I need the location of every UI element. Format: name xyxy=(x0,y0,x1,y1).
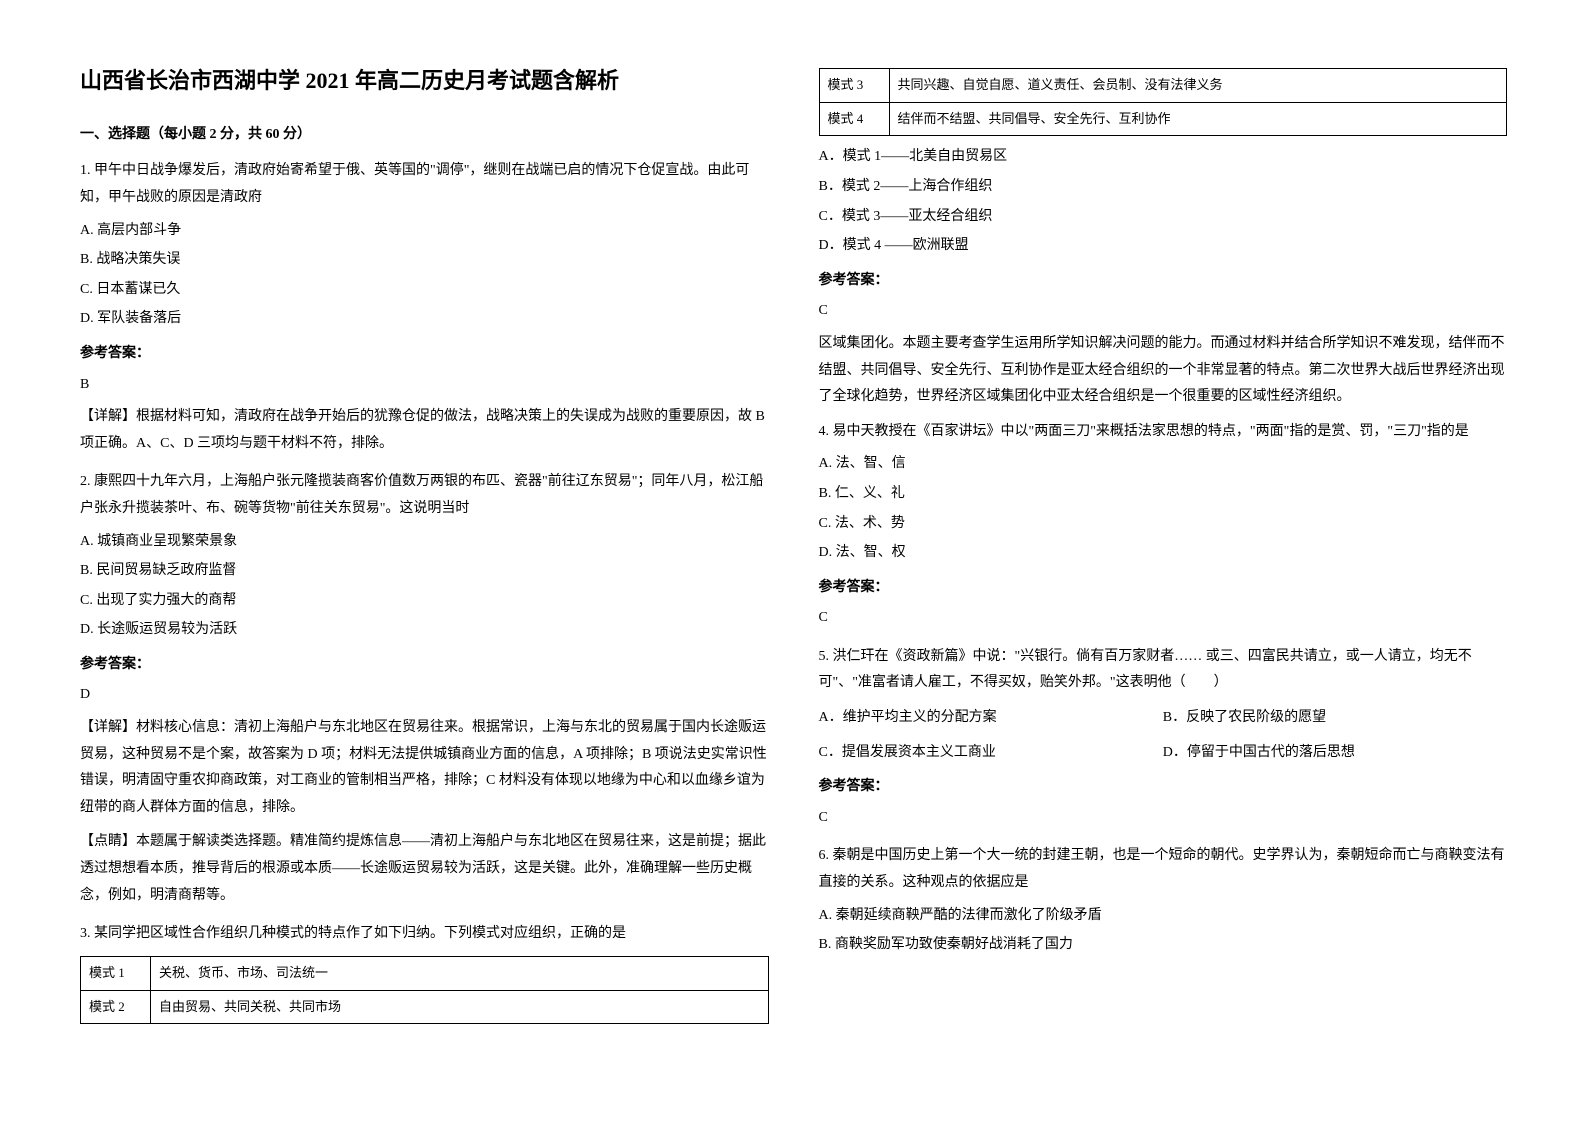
q2-option-c: C. 出现了实力强大的商帮 xyxy=(80,588,769,615)
document-title: 山西省长治市西湖中学 2021 年高二历史月考试题含解析 xyxy=(80,60,769,102)
right-column: 模式 3 共同兴趣、自觉自愿、道义责任、会员制、没有法律义务 模式 4 结伴而不… xyxy=(819,60,1508,1036)
q1-explanation: 【详解】根据材料可知，清政府在战争开始后的犹豫仓促的做法，战略决策上的失误成为战… xyxy=(80,404,769,457)
q5-option-a: A．维护平均主义的分配方案 xyxy=(819,705,1163,732)
q1-option-b: B. 战略决策失误 xyxy=(80,247,769,274)
q3-explanation: 区域集团化。本题主要考查学生运用所学知识解决问题的能力。而通过材料并结合所学知识… xyxy=(819,331,1508,411)
q2-explanation-1: 【详解】材料核心信息：清初上海船户与东北地区在贸易往来。根据常识，上海与东北的贸… xyxy=(80,715,769,821)
q4-option-c: C. 法、术、势 xyxy=(819,511,1508,538)
q4-answer: C xyxy=(819,605,1508,632)
q5-answer-label: 参考答案： xyxy=(819,774,1508,801)
q5-options-row-1: A．维护平均主义的分配方案 B．反映了农民阶级的愿望 xyxy=(819,705,1508,732)
page-container: 山西省长治市西湖中学 2021 年高二历史月考试题含解析 一、选择题（每小题 2… xyxy=(80,60,1507,1036)
q3-answer: C xyxy=(819,298,1508,325)
q2-option-b: B. 民间贸易缺乏政府监督 xyxy=(80,558,769,585)
q5-text: 5. 洪仁玕在《资政新篇》中说："兴银行。倘有百万家财者…… 或三、四富民共请立… xyxy=(819,644,1508,697)
table-cell: 关税、货币、市场、司法统一 xyxy=(151,956,769,990)
q3-text: 3. 某同学把区域性合作组织几种模式的特点作了如下归纳。下列模式对应组织，正确的… xyxy=(80,921,769,948)
table-cell: 模式 1 xyxy=(81,956,151,990)
q1-text: 1. 甲午中日战争爆发后，清政府始寄希望于俄、英等国的"调停"，继则在战端已启的… xyxy=(80,158,769,211)
question-1: 1. 甲午中日战争爆发后，清政府始寄希望于俄、英等国的"调停"，继则在战端已启的… xyxy=(80,158,769,457)
q5-answer: C xyxy=(819,805,1508,832)
table-row: 模式 4 结伴而不结盟、共同倡导、安全先行、互利协作 xyxy=(819,102,1507,136)
question-5: 5. 洪仁玕在《资政新篇》中说："兴银行。倘有百万家财者…… 或三、四富民共请立… xyxy=(819,644,1508,832)
q2-text: 2. 康熙四十九年六月，上海船户张元隆揽装商客价值数万两银的布匹、瓷器"前往辽东… xyxy=(80,469,769,522)
q4-option-d: D. 法、智、权 xyxy=(819,540,1508,567)
table-row: 模式 2 自由贸易、共同关税、共同市场 xyxy=(81,990,769,1024)
q1-option-a: A. 高层内部斗争 xyxy=(80,218,769,245)
q5-options-row-2: C．提倡发展资本主义工商业 D．停留于中国古代的落后思想 xyxy=(819,740,1508,767)
q3-table: 模式 1 关税、货币、市场、司法统一 模式 2 自由贸易、共同关税、共同市场 xyxy=(80,956,769,1024)
q3-option-d: D．模式 4 ——欧洲联盟 xyxy=(819,233,1508,260)
q5-option-b: B．反映了农民阶级的愿望 xyxy=(1163,705,1507,732)
section-1-header: 一、选择题（每小题 2 分，共 60 分） xyxy=(80,122,769,149)
q2-option-a: A. 城镇商业呈现繁荣景象 xyxy=(80,529,769,556)
q2-explanation-2: 【点睛】本题属于解读类选择题。精准简约提炼信息——清初上海船户与东北地区在贸易往… xyxy=(80,829,769,909)
left-column: 山西省长治市西湖中学 2021 年高二历史月考试题含解析 一、选择题（每小题 2… xyxy=(80,60,769,1036)
q4-option-b: B. 仁、义、礼 xyxy=(819,481,1508,508)
q4-option-a: A. 法、智、信 xyxy=(819,451,1508,478)
q5-option-c: C．提倡发展资本主义工商业 xyxy=(819,740,1163,767)
q1-option-c: C. 日本蓄谋已久 xyxy=(80,277,769,304)
q2-option-d: D. 长途贩运贸易较为活跃 xyxy=(80,617,769,644)
q3-option-c: C．模式 3——亚太经合组织 xyxy=(819,204,1508,231)
q4-text: 4. 易中天教授在《百家讲坛》中以"两面三刀"来概括法家思想的特点，"两面"指的… xyxy=(819,419,1508,446)
table-cell: 模式 4 xyxy=(819,102,889,136)
q6-text: 6. 秦朝是中国历史上第一个大一统的封建王朝，也是一个短命的朝代。史学界认为，秦… xyxy=(819,843,1508,896)
q1-answer: B xyxy=(80,372,769,399)
q3-table-continued: 模式 3 共同兴趣、自觉自愿、道义责任、会员制、没有法律义务 模式 4 结伴而不… xyxy=(819,68,1508,136)
q4-answer-label: 参考答案： xyxy=(819,575,1508,602)
q6-option-a: A. 秦朝延续商鞅严酷的法律而激化了阶级矛盾 xyxy=(819,903,1508,930)
q2-answer: D xyxy=(80,682,769,709)
q2-answer-label: 参考答案： xyxy=(80,652,769,679)
q3-option-a: A．模式 1——北美自由贸易区 xyxy=(819,144,1508,171)
table-cell: 自由贸易、共同关税、共同市场 xyxy=(151,990,769,1024)
table-cell: 共同兴趣、自觉自愿、道义责任、会员制、没有法律义务 xyxy=(889,69,1507,103)
table-cell: 结伴而不结盟、共同倡导、安全先行、互利协作 xyxy=(889,102,1507,136)
q1-answer-label: 参考答案： xyxy=(80,341,769,368)
question-3: 3. 某同学把区域性合作组织几种模式的特点作了如下归纳。下列模式对应组织，正确的… xyxy=(80,921,769,1024)
question-2: 2. 康熙四十九年六月，上海船户张元隆揽装商客价值数万两银的布匹、瓷器"前往辽东… xyxy=(80,469,769,909)
table-row: 模式 1 关税、货币、市场、司法统一 xyxy=(81,956,769,990)
question-4: 4. 易中天教授在《百家讲坛》中以"两面三刀"来概括法家思想的特点，"两面"指的… xyxy=(819,419,1508,632)
question-6: 6. 秦朝是中国历史上第一个大一统的封建王朝，也是一个短命的朝代。史学界认为，秦… xyxy=(819,843,1508,958)
table-cell: 模式 3 xyxy=(819,69,889,103)
table-row: 模式 3 共同兴趣、自觉自愿、道义责任、会员制、没有法律义务 xyxy=(819,69,1507,103)
q6-option-b: B. 商鞅奖励军功致使秦朝好战消耗了国力 xyxy=(819,932,1508,959)
q5-option-d: D．停留于中国古代的落后思想 xyxy=(1163,740,1507,767)
q3-option-b: B．模式 2——上海合作组织 xyxy=(819,174,1508,201)
q1-option-d: D. 军队装备落后 xyxy=(80,306,769,333)
table-cell: 模式 2 xyxy=(81,990,151,1024)
q3-answer-label: 参考答案： xyxy=(819,268,1508,295)
